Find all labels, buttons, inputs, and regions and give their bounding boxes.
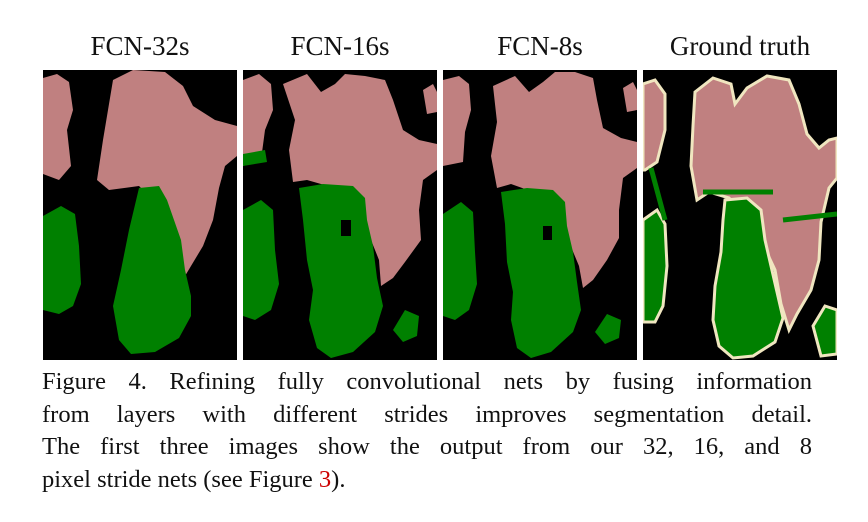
caption-line-3: The first three images show the output f… <box>42 433 812 460</box>
panel-title-fcn32s: FCN-32s <box>90 31 190 61</box>
panel-title-ground-truth: Ground truth <box>669 31 811 61</box>
caption-line-4-end: ). <box>331 465 346 493</box>
caption-line-4-text: pixel stride nets (see Figure <box>42 465 319 493</box>
segmentation-image-fcn8s <box>443 70 637 360</box>
caption-line-4: pixel stride nets (see Figure 3). <box>42 464 812 497</box>
segmentation-image-fcn16s <box>243 70 437 360</box>
figure-caption: Figure 4. Refining fully convolutional n… <box>42 366 812 496</box>
caption-line-2: from layers with different strides impro… <box>42 400 812 428</box>
figure-reference-link[interactable]: 3 <box>318 465 332 493</box>
caption-line-1: Figure 4. Refining fully convolutional n… <box>42 368 812 395</box>
panel-title-fcn16s: FCN-16s <box>290 31 390 61</box>
panel-title-fcn8s: FCN-8s <box>497 31 583 61</box>
segmentation-image-ground-truth <box>643 70 837 360</box>
segmentation-image-fcn32s <box>43 70 237 360</box>
